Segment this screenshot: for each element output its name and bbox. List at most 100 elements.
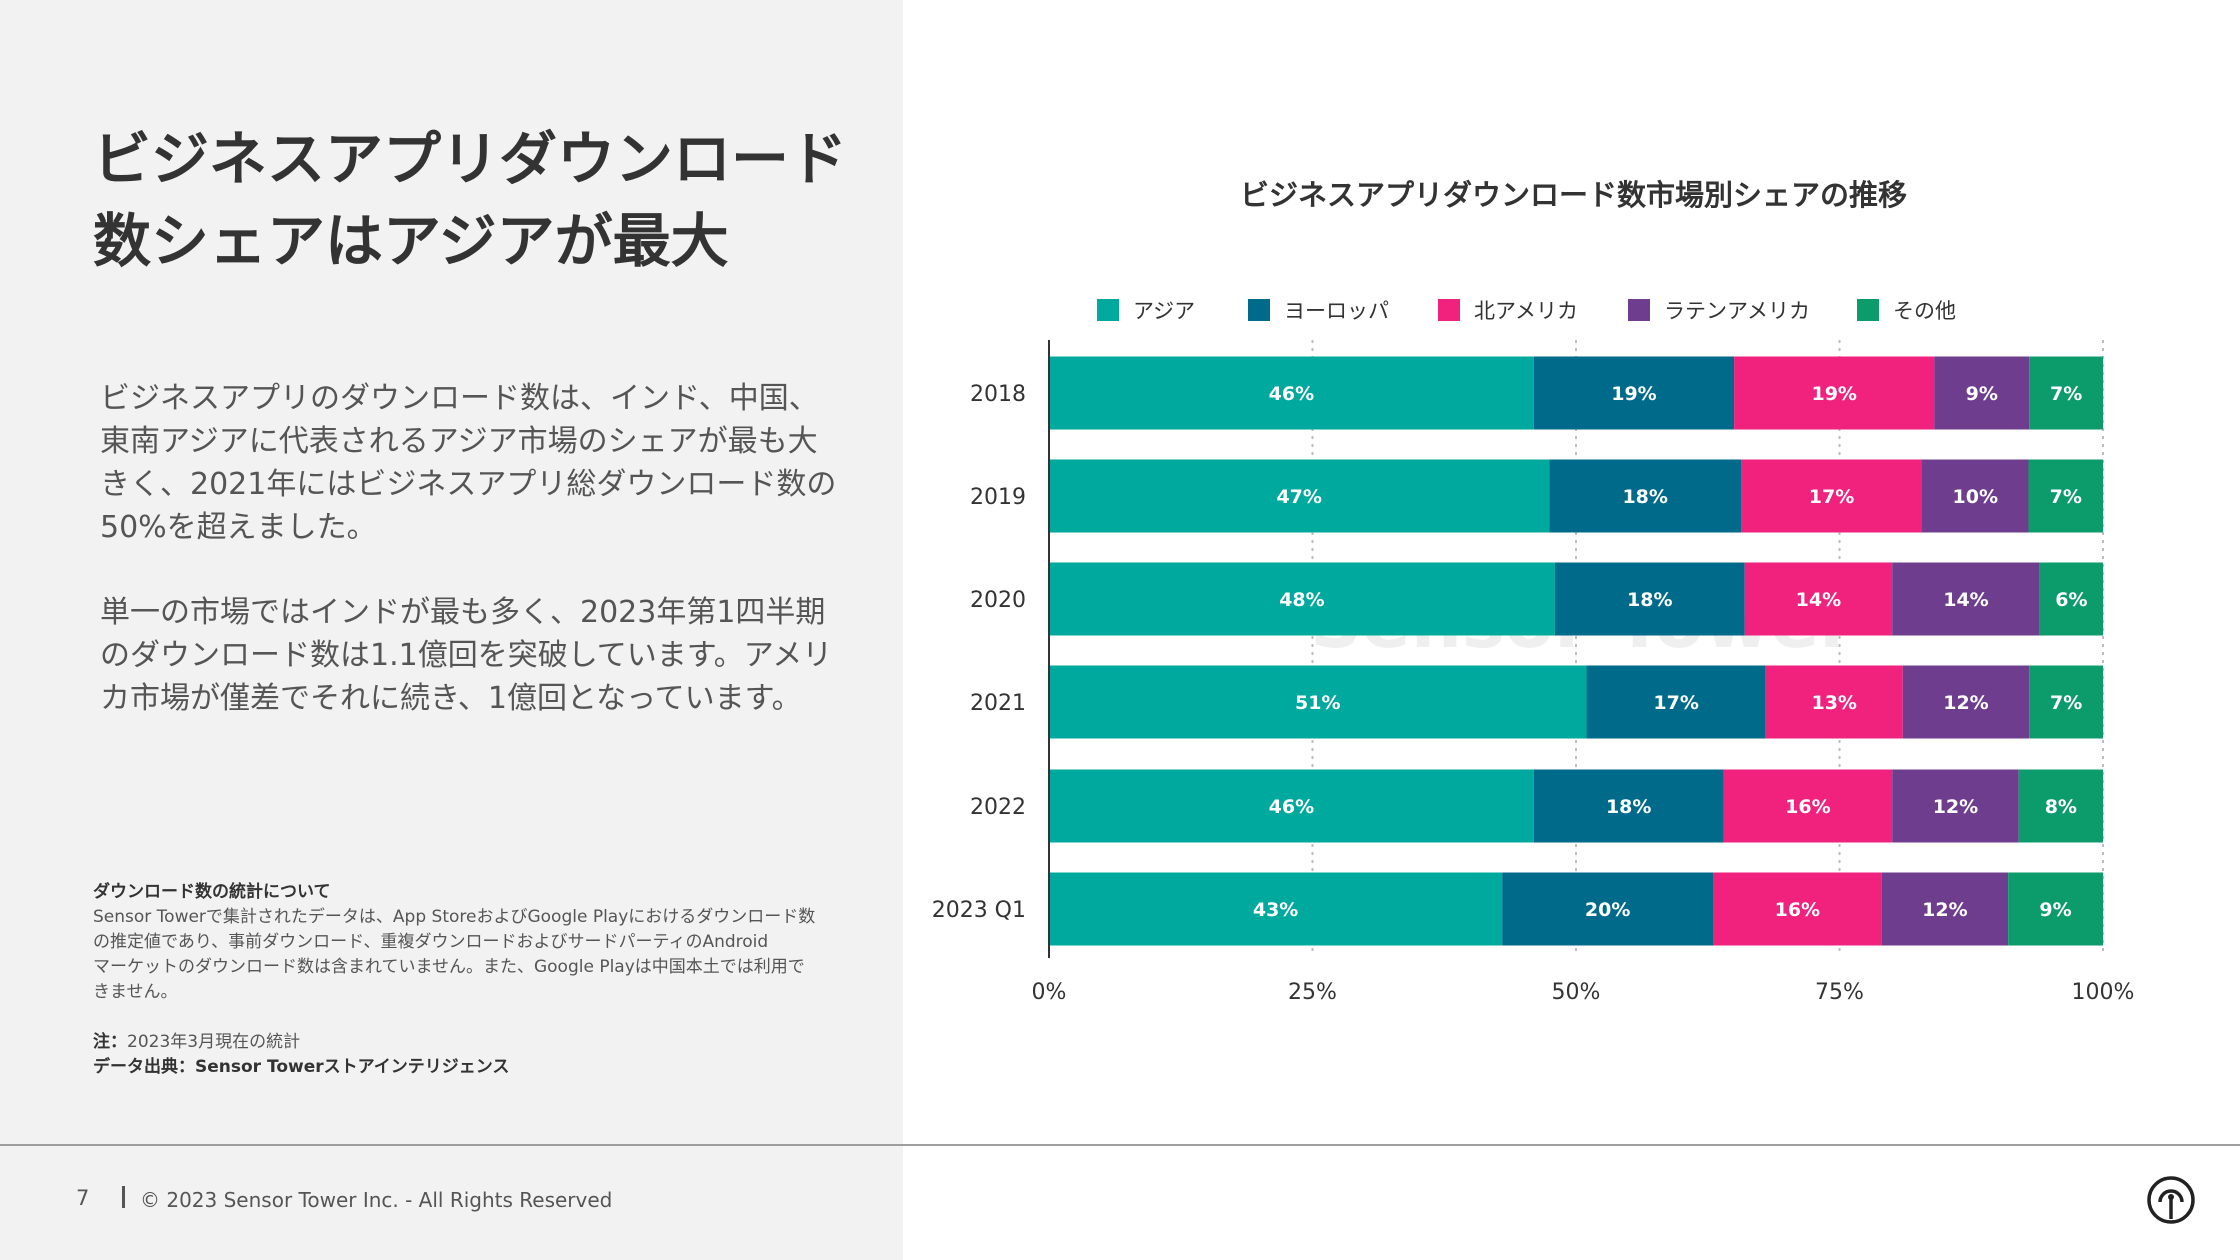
data-label: 19%: [1811, 383, 1856, 405]
data-label: 20%: [1585, 899, 1630, 921]
data-label: 48%: [1279, 589, 1324, 611]
page-number: 7: [76, 1186, 90, 1210]
legend-swatch: [1248, 299, 1270, 321]
data-label: 18%: [1627, 589, 1672, 611]
data-label: 9%: [2039, 899, 2071, 921]
notes-line-2: の推定値であり、事前ダウンロード、重複ダウンロードおよびサードパーティのAndr…: [93, 932, 769, 952]
note-label: 注：: [93, 1032, 127, 1052]
data-label: 17%: [1653, 692, 1698, 714]
legend-label: その他: [1893, 299, 1956, 323]
bar-segment: [1902, 665, 2030, 739]
bar-segment: [1723, 769, 1893, 843]
bar-segment: [2018, 769, 2103, 843]
data-label: 6%: [2055, 589, 2087, 611]
x-tick-label: 50%: [1552, 980, 1601, 1005]
data-label: 17%: [1809, 486, 1854, 508]
data-label: 12%: [1933, 796, 1978, 818]
data-label: 12%: [1943, 692, 1988, 714]
notes-line-4: きません。: [93, 982, 178, 1002]
bar-segment: [1049, 459, 1550, 533]
category-label: 2018: [970, 382, 1026, 407]
bar-segment: [1892, 562, 2040, 636]
data-label: 43%: [1253, 899, 1298, 921]
legend-item: 北アメリカ: [1438, 297, 1578, 323]
category-label: 2021: [970, 691, 1026, 716]
data-label: 46%: [1269, 796, 1314, 818]
bar-segment: [1741, 459, 1923, 533]
data-label: 9%: [1966, 383, 1998, 405]
bar-segment: [1922, 459, 2029, 533]
data-source: データ出典：Sensor Towerストアインテリジェンス: [93, 1057, 510, 1077]
title-line-1: ビジネスアプリダウンロード: [93, 125, 848, 193]
data-label: 7%: [2050, 692, 2082, 714]
data-label: 14%: [1796, 589, 1841, 611]
data-label: 14%: [1943, 589, 1988, 611]
bar-segment: [1049, 769, 1534, 843]
paragraph-2-line-2: のダウンロード数は1.1億回を突破しています。アメリ: [100, 638, 833, 673]
bar-segment: [1533, 769, 1724, 843]
data-label: 16%: [1775, 899, 1820, 921]
data-label: 18%: [1622, 486, 1667, 508]
bar-segment: [1586, 665, 1766, 739]
notes-heading: ダウンロード数の統計について: [93, 882, 331, 902]
bar-segment: [1934, 356, 2030, 430]
bar-segment: [1049, 872, 1503, 946]
legend-swatch: [1097, 299, 1119, 321]
bar-segment: [1734, 356, 1935, 430]
bar-segment: [1744, 562, 1893, 636]
body-paragraph-1: ビジネスアプリのダウンロード数は、インド、中国、 東南アジアに代表されるアジア市…: [100, 377, 840, 549]
data-label: 7%: [2050, 383, 2082, 405]
data-label: 47%: [1276, 486, 1321, 508]
chart-title: ビジネスアプリダウンロード数市場別シェアの推移: [1240, 178, 1908, 212]
footer-divider: [0, 1144, 2240, 1146]
paragraph-1-line-4: 50%を超えました。: [100, 510, 377, 545]
paragraph-1-line-1: ビジネスアプリのダウンロード数は、インド、中国、: [100, 381, 819, 416]
legend-label: ラテンアメリカ: [1664, 299, 1810, 323]
note-text: 2023年3月現在の統計: [127, 1032, 301, 1052]
category-label: 2022: [970, 795, 1026, 820]
bar-segment: [2029, 665, 2103, 739]
category-label: 2020: [970, 588, 1026, 613]
left-panel: ビジネスアプリダウンロード 数シェアはアジアが最大 ビジネスアプリのダウンロード…: [0, 0, 903, 1260]
bar-segment: [1533, 356, 1735, 430]
x-tick-label: 25%: [1288, 980, 1337, 1005]
legend-swatch: [1857, 299, 1879, 321]
paragraph-2-line-1: 単一の市場ではインドが最も多く、2023年第1四半期: [100, 595, 826, 630]
data-label: 8%: [2045, 796, 2077, 818]
legend-item: ヨーロッパ: [1248, 297, 1389, 323]
paragraph-2-line-3: カ市場が僅差でそれに続き、1億回となっています。: [100, 681, 802, 716]
legend-swatch: [1438, 299, 1460, 321]
legend-item: その他: [1857, 297, 1956, 323]
bar-segment: [2028, 459, 2103, 533]
bar-segment: [1554, 562, 1745, 636]
category-label: 2023 Q1: [932, 898, 1026, 923]
data-label: 12%: [1922, 899, 1967, 921]
legend-label: 北アメリカ: [1474, 299, 1578, 323]
sensor-tower-logo-icon: [2147, 1176, 2195, 1224]
data-label: 18%: [1606, 796, 1651, 818]
bar-segment: [2039, 562, 2103, 636]
legend-label: ヨーロッパ: [1284, 299, 1389, 323]
copyright: © 2023 Sensor Tower Inc. - All Rights Re…: [140, 1188, 613, 1212]
bar-segment: [2029, 356, 2103, 430]
body-paragraph-2: 単一の市場ではインドが最も多く、2023年第1四半期 のダウンロード数は1.1億…: [100, 591, 840, 720]
x-tick-label: 100%: [2072, 980, 2135, 1005]
paragraph-1-line-3: きく、2021年にはビジネスアプリ総ダウンロード数の: [100, 467, 837, 502]
x-tick-label: 75%: [1815, 980, 1864, 1005]
bar-segment: [1549, 459, 1742, 533]
data-label: 19%: [1611, 383, 1656, 405]
notes-block: ダウンロード数の統計について Sensor Towerで集計されたデータは、Ap…: [93, 880, 833, 1080]
x-tick-label: 0%: [1032, 980, 1067, 1005]
paragraph-1-line-2: 東南アジアに代表されるアジア市場のシェアが最も大: [100, 424, 818, 459]
data-label: 16%: [1785, 796, 1830, 818]
data-label: 13%: [1811, 692, 1856, 714]
legend-item: アジア: [1097, 297, 1195, 323]
legend-label: アジア: [1133, 299, 1196, 323]
bar-segment: [1713, 872, 1882, 946]
bar-segment: [1892, 769, 2019, 843]
note-row: 注：2023年3月現在の統計: [93, 1030, 833, 1055]
legend-swatch: [1628, 299, 1650, 321]
data-label: 46%: [1269, 383, 1314, 405]
title-line-2: 数シェアはアジアが最大: [93, 207, 729, 275]
